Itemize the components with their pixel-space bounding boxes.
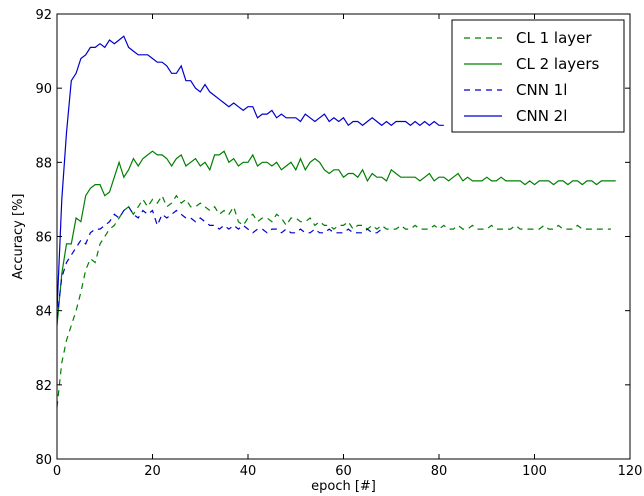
y-axis-label: Accuracy [%] xyxy=(11,194,26,280)
y-tick-label: 84 xyxy=(35,305,52,320)
series-line-2 xyxy=(56,205,383,319)
x-tick-label: 80 xyxy=(431,464,448,479)
legend: CL 1 layer CL 2 layers CNN 1l CNN 2l xyxy=(451,19,625,133)
axis-ticks: 0 20 40 60 80 100 120 80 82 84 86 88 90 92 xyxy=(35,8,642,479)
y-tick-label: 80 xyxy=(35,453,52,468)
x-tick-label: 100 xyxy=(522,464,547,479)
series-line-3 xyxy=(56,35,444,311)
y-tick-label: 88 xyxy=(35,156,52,171)
legend-label: CNN 1l xyxy=(516,81,567,99)
x-tick-label: 40 xyxy=(240,464,257,479)
x-tick-label: 20 xyxy=(144,464,161,479)
x-axis-label: epoch [#] xyxy=(311,479,376,494)
legend-label: CNN 2l xyxy=(516,107,567,125)
y-tick-label: 82 xyxy=(35,379,52,394)
series-line-1 xyxy=(56,150,616,326)
legend-label: CL 1 layer xyxy=(516,29,592,47)
y-tick-label: 86 xyxy=(35,231,52,246)
legend-label: CL 2 layers xyxy=(516,55,600,73)
x-tick-label: 120 xyxy=(618,464,643,479)
x-tick-label: 60 xyxy=(335,464,352,479)
plot-lines xyxy=(56,35,616,408)
y-tick-label: 92 xyxy=(35,8,52,23)
x-tick-label: 0 xyxy=(53,464,61,479)
y-tick-label: 90 xyxy=(35,82,52,97)
series-line-0 xyxy=(56,194,611,408)
legend-box xyxy=(451,19,625,133)
